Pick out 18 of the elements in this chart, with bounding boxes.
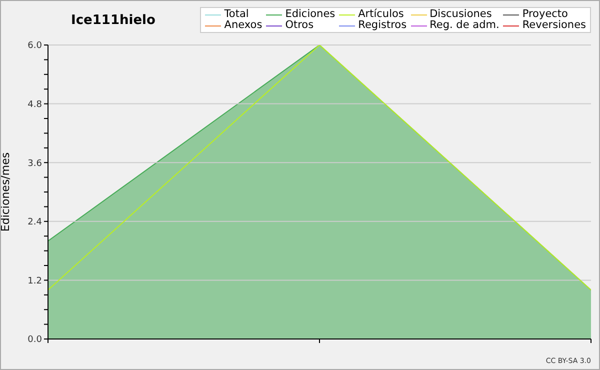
legend-label: Otros xyxy=(285,19,314,31)
legend-label: Anexos xyxy=(224,19,262,31)
y-axis-title: Ediciones/mes xyxy=(0,152,12,232)
y-tick-label: 4.8 xyxy=(28,100,42,110)
y-tick-label: 0.0 xyxy=(28,335,42,346)
legend-label: Ediciones xyxy=(285,8,336,20)
legend-label: Artículos xyxy=(358,8,404,20)
chart-title: Ice111hielo xyxy=(71,13,156,28)
legend-label: Registros xyxy=(358,19,407,31)
legend-label: Total xyxy=(224,8,249,20)
y-tick-label: 6.0 xyxy=(28,41,42,52)
y-tick-label: 3.6 xyxy=(28,158,42,169)
y-tick-label: 2.4 xyxy=(28,218,42,228)
y-tick-label: 1.2 xyxy=(28,276,42,286)
legend-label: Discusiones xyxy=(430,8,492,20)
legend-label: Reg. de adm. xyxy=(430,19,500,31)
legend-label: Reversiones xyxy=(522,19,586,31)
legend-label: Proyecto xyxy=(522,8,568,20)
